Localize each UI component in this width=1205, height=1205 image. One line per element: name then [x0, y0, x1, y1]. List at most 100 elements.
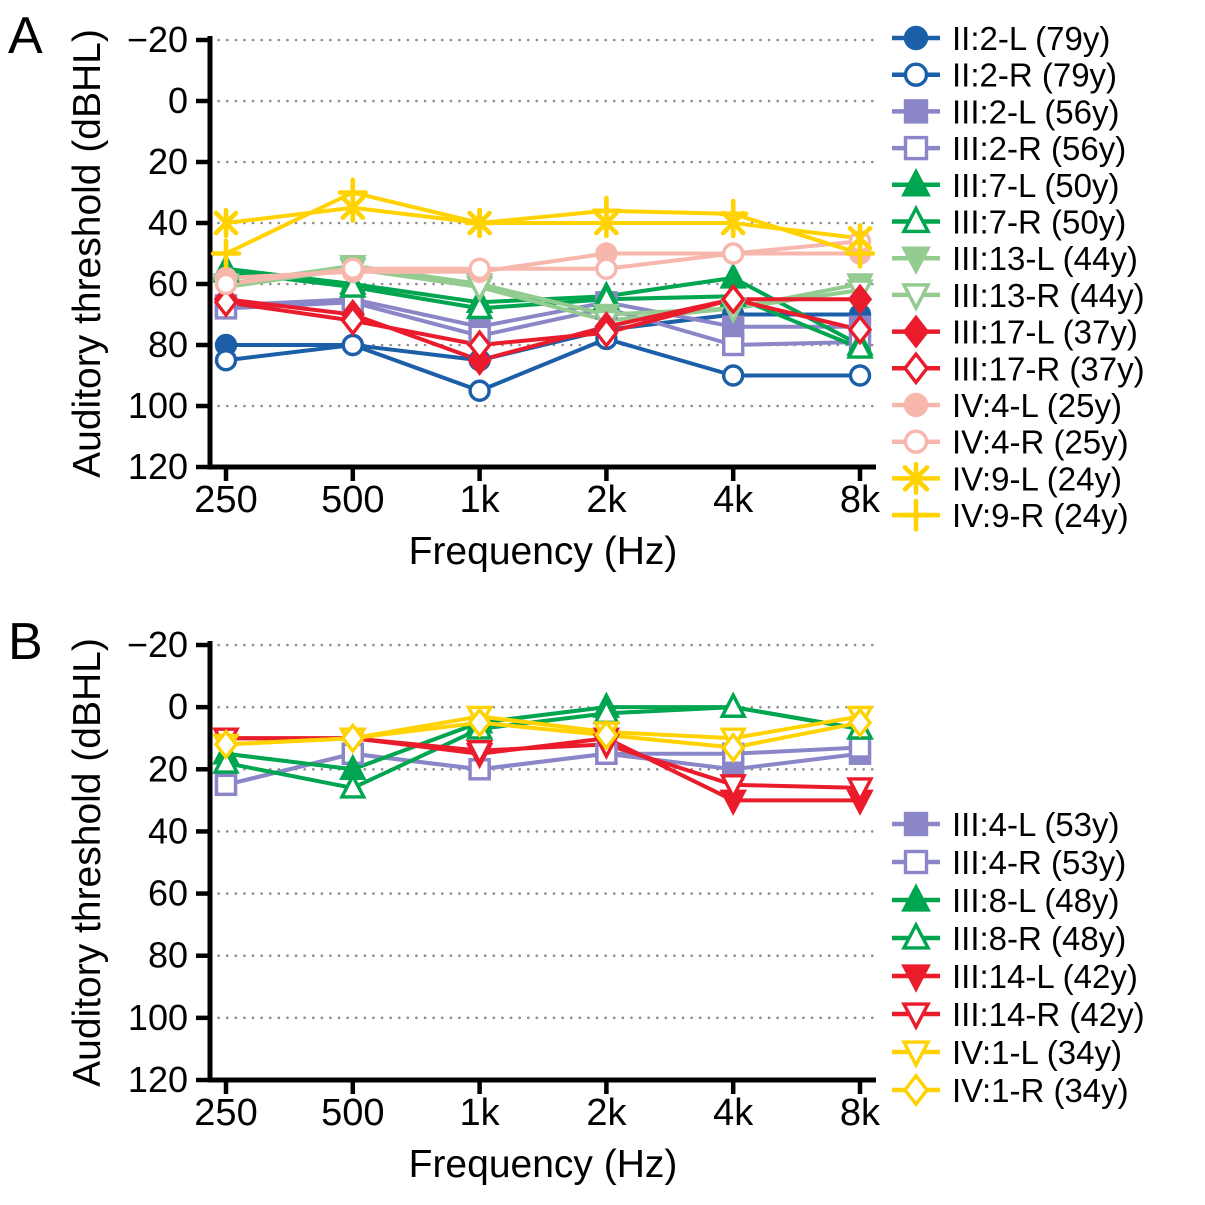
- x-tick-label: 2k: [586, 479, 627, 521]
- series-marker: [340, 305, 365, 337]
- series-marker: [847, 314, 873, 346]
- series-marker: [722, 333, 745, 357]
- panel-a-label: A: [8, 7, 43, 65]
- y-tick-label: −20: [127, 19, 188, 60]
- series-marker: [719, 691, 747, 718]
- legend-label: III:17-R (37y): [952, 350, 1145, 387]
- legend-label: III:2-R (56y): [952, 130, 1126, 167]
- x-tick-label: 250: [194, 1092, 257, 1134]
- legend-marker: [903, 135, 929, 161]
- legend-item: III:7-L (50y): [892, 167, 1120, 204]
- series-marker: [339, 271, 367, 298]
- legend-item: III:2-R (56y): [892, 130, 1126, 167]
- y-axis-title: Auditory threshold (dBHL): [66, 29, 109, 478]
- series-marker: [848, 364, 872, 387]
- series-marker: [341, 257, 364, 280]
- legend-item: III:8-L (48y): [892, 882, 1120, 919]
- y-axis-title: Auditory threshold (dBHL): [66, 638, 109, 1087]
- y-tick-label: 0: [168, 686, 188, 727]
- series-line: [225, 300, 861, 347]
- series-marker: [722, 242, 745, 265]
- legend-marker: [903, 429, 929, 454]
- legend-label: IV:4-L (25y): [952, 387, 1122, 424]
- x-tick-label: 250: [194, 479, 257, 521]
- legend-item: II:2-L (79y): [892, 20, 1110, 57]
- legend-label: III:14-R (42y): [952, 996, 1145, 1033]
- legend-item: III:17-L (37y): [892, 314, 1138, 351]
- series-marker: [594, 317, 619, 349]
- series-marker: [847, 707, 873, 739]
- legend-marker: [903, 811, 929, 837]
- legend-item: III:17-R (37y): [892, 350, 1145, 387]
- series-marker: [465, 739, 494, 767]
- series-marker: [213, 728, 239, 761]
- legend-marker: [899, 498, 933, 532]
- legend-item: IV:9-R (24y): [892, 497, 1129, 534]
- series-marker: [214, 773, 238, 797]
- legend-marker: [903, 99, 929, 124]
- legend-item: III:14-L (42y): [892, 958, 1138, 995]
- series-marker: [464, 207, 495, 239]
- legend-marker: [903, 25, 929, 51]
- legend-item: III:14-R (42y): [892, 996, 1145, 1033]
- legend-marker: [902, 314, 930, 349]
- legend-marker: [901, 246, 931, 275]
- legend-item: IV:9-L (24y): [892, 460, 1122, 497]
- series-marker: [210, 238, 242, 269]
- legend-label: III:13-R (44y): [952, 277, 1145, 314]
- series-marker: [467, 329, 492, 361]
- x-tick-label: 4k: [713, 479, 754, 521]
- series-marker: [340, 722, 365, 754]
- legend-item: III:4-L (53y): [892, 806, 1120, 843]
- series-marker: [847, 283, 873, 315]
- y-tick-label: 0: [168, 80, 188, 121]
- series-marker: [468, 257, 491, 280]
- legend-label: III:7-R (50y): [952, 204, 1126, 241]
- y-tick-label: −20: [127, 624, 188, 665]
- y-tick-label: 60: [148, 873, 188, 914]
- legend-item: III:7-R (50y): [892, 204, 1126, 241]
- legend-marker: [903, 62, 929, 87]
- series-marker: [722, 364, 745, 387]
- legend-label: III:14-L (42y): [952, 958, 1138, 995]
- legend-item: IV:4-L (25y): [892, 387, 1122, 424]
- series-marker: [468, 379, 491, 402]
- legend-label: III:7-L (50y): [952, 167, 1120, 204]
- y-tick-label: 120: [128, 1059, 188, 1100]
- series-line: [225, 190, 861, 256]
- series-marker: [465, 292, 494, 320]
- series-marker: [721, 731, 746, 764]
- panel-b-label: B: [8, 613, 43, 671]
- series-marker: [721, 283, 746, 315]
- series-line: [225, 745, 861, 787]
- series-marker: [337, 177, 368, 208]
- y-tick-label: 80: [148, 935, 188, 976]
- legend-item: IV:4-R (25y): [892, 424, 1129, 461]
- legend-marker: [902, 351, 930, 386]
- legend-item: IV:1-L (34y): [892, 1034, 1122, 1071]
- legend-label: II:2-R (79y): [952, 57, 1117, 94]
- legend-item: III:8-R (48y): [892, 920, 1126, 957]
- legend-label: III:4-L (53y): [952, 806, 1120, 843]
- x-tick-label: 8k: [840, 1092, 881, 1134]
- series-marker: [213, 286, 239, 318]
- series-line: [225, 336, 860, 393]
- series-marker: [595, 257, 618, 280]
- legend-marker: [901, 1002, 931, 1031]
- x-tick-label: 1k: [460, 1092, 501, 1134]
- legend-marker: [903, 849, 929, 875]
- legend-marker: [901, 283, 931, 312]
- y-tick-label: 80: [148, 324, 188, 365]
- x-tick-label: 500: [321, 479, 384, 521]
- series-marker: [339, 772, 367, 799]
- x-tick-label: 2k: [586, 1092, 627, 1134]
- legend-label: IV:1-L (34y): [952, 1034, 1122, 1071]
- legend-label: III:2-L (56y): [952, 93, 1120, 130]
- x-tick-label: 500: [321, 1092, 384, 1134]
- series-marker: [341, 333, 364, 357]
- x-tick-label: 8k: [840, 479, 881, 521]
- series-marker: [846, 777, 874, 804]
- series-marker: [214, 272, 238, 296]
- y-tick-label: 100: [128, 385, 188, 426]
